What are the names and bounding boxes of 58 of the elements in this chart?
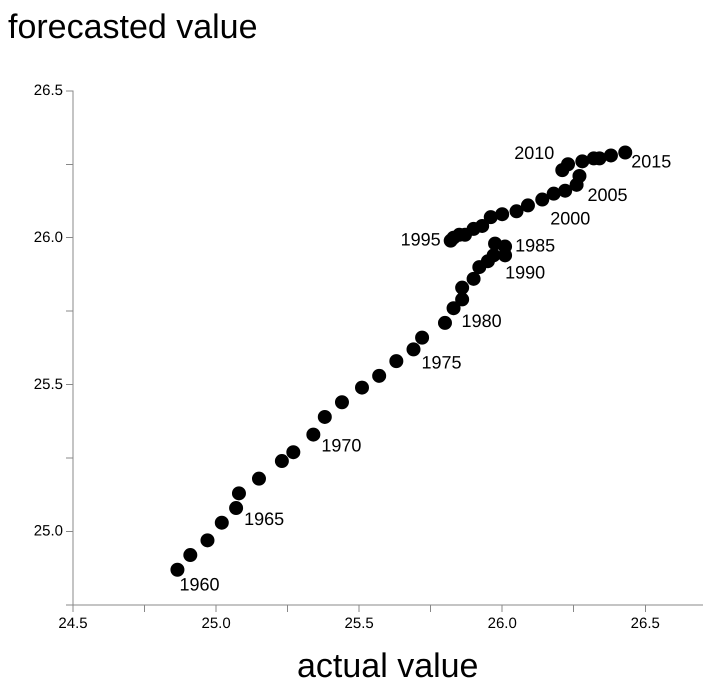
point (372, 368, 386, 383)
annotation: 1985 (515, 236, 556, 256)
x-tick-label: 26.0 (488, 615, 517, 632)
point (455, 292, 470, 306)
chart-title: forecasted value (8, 8, 258, 46)
point (475, 218, 490, 233)
point (334, 395, 349, 410)
point (455, 280, 470, 295)
point (229, 501, 244, 516)
point (520, 198, 535, 212)
point (618, 146, 632, 160)
point (495, 207, 510, 222)
point (406, 342, 421, 356)
y-tick-label: 26.0 (34, 228, 63, 246)
point (183, 548, 198, 562)
point (415, 330, 430, 345)
annotation: 2005 (587, 184, 628, 205)
point (306, 428, 320, 442)
annotation: 2010 (514, 143, 554, 164)
y-tick-label: 25.0 (34, 522, 63, 540)
annotation: 1990 (505, 262, 546, 282)
point (232, 486, 246, 500)
x-tick-label: 25.0 (201, 615, 231, 632)
point (252, 472, 266, 486)
point (546, 186, 561, 201)
x-tick-label: 25.5 (344, 615, 374, 632)
point (446, 301, 461, 316)
annotation: 1960 (179, 574, 220, 595)
point (274, 454, 289, 468)
point (214, 516, 229, 530)
point (558, 184, 572, 198)
point (575, 154, 590, 168)
annotation: 1980 (462, 311, 502, 332)
point (510, 204, 524, 218)
annotation: 1970 (321, 436, 362, 456)
point (466, 272, 481, 286)
point (572, 169, 586, 184)
point (389, 354, 404, 368)
point (286, 445, 300, 460)
point (438, 316, 452, 330)
y-tick-label: 26.5 (34, 82, 63, 99)
annotation: 2015 (631, 151, 672, 172)
point (200, 533, 214, 548)
y-tick-label: 25.5 (34, 376, 63, 393)
annotation: 2000 (550, 208, 590, 228)
x-axis-title: actual value (297, 646, 478, 685)
x-tick-label: 26.5 (630, 615, 660, 632)
point (604, 148, 618, 162)
point (318, 410, 332, 424)
annotation: 1995 (400, 230, 441, 250)
point (355, 380, 369, 395)
point (170, 562, 184, 577)
point (561, 157, 576, 172)
annotation: 1975 (422, 352, 462, 372)
x-tick-label: 24.5 (58, 615, 88, 632)
annotation: 1965 (244, 509, 284, 530)
point (535, 192, 550, 207)
point (484, 210, 498, 224)
